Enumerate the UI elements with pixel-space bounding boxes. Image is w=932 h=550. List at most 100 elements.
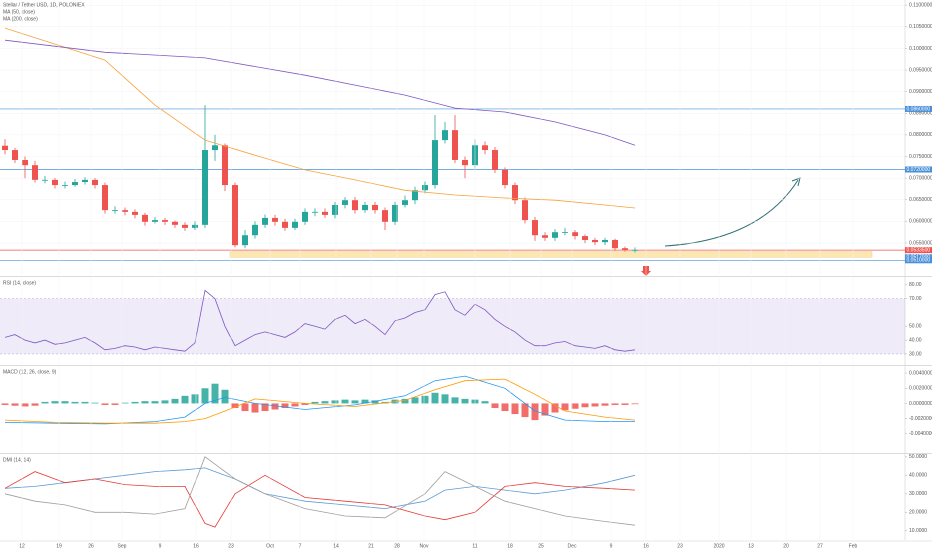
x-tick-label: 12	[19, 543, 25, 549]
candle-body	[172, 221, 178, 225]
candle-body	[302, 211, 308, 222]
histogram-bar	[121, 402, 129, 404]
x-tick-label: 16	[643, 543, 649, 549]
histogram-bar	[11, 403, 19, 406]
histogram-bar	[421, 395, 429, 404]
candle-body	[102, 185, 108, 211]
panel-title: RSI (14, close)	[3, 280, 36, 286]
candle-body	[282, 221, 288, 228]
candle-body	[112, 210, 118, 211]
candle-body	[22, 159, 28, 166]
candle-body	[552, 232, 558, 238]
candle-body	[562, 232, 568, 233]
x-tick-label: 21	[368, 543, 374, 549]
candle-body	[322, 211, 328, 215]
y-tick-label: 30.00	[909, 351, 922, 357]
candle-body	[572, 232, 578, 237]
candle-body	[402, 200, 408, 205]
x-tick-label: 23	[677, 543, 683, 549]
line-series	[4, 27, 636, 209]
histogram-bar	[231, 403, 239, 408]
histogram-bar	[631, 403, 639, 405]
candle-body	[242, 235, 248, 246]
histogram-bar	[181, 395, 189, 404]
level-price-box	[905, 105, 932, 112]
candle-body	[122, 210, 128, 212]
price-axis	[905, 0, 932, 550]
x-tick-label: 2020	[713, 543, 724, 549]
x-tick-label: 20	[783, 543, 789, 549]
histogram-bar	[541, 403, 549, 416]
candle-body	[312, 211, 318, 213]
candle-body	[462, 159, 468, 166]
candle-body	[152, 220, 158, 222]
candle-body	[382, 210, 388, 222]
candle-body	[182, 224, 188, 228]
histogram-bar	[531, 403, 539, 421]
x-tick-label: 26	[88, 543, 94, 549]
histogram-bar	[451, 397, 459, 404]
candle-body	[202, 150, 208, 225]
histogram-bar	[351, 400, 359, 404]
x-tick-label: 23	[228, 543, 234, 549]
x-tick-label: 13	[748, 543, 754, 549]
y-tick-label: 0.0600000	[909, 219, 932, 225]
y-tick-label: 0.0950000	[909, 67, 932, 73]
candle-body	[422, 185, 428, 191]
histogram-bar	[261, 403, 269, 412]
candle-body	[262, 217, 268, 225]
histogram-bar	[291, 403, 299, 407]
histogram-bar	[341, 399, 349, 404]
histogram-bar	[191, 394, 199, 404]
y-tick-label: 0.0000000	[909, 401, 932, 407]
candle-body	[392, 204, 398, 222]
level-price-box	[905, 247, 932, 254]
level-price-box	[905, 166, 932, 173]
level-price-label: 0.0510000	[907, 258, 931, 264]
y-tick-label: 50.00	[909, 324, 922, 330]
rsi-band	[0, 298, 905, 354]
y-tick-label: 0.0850000	[909, 111, 932, 117]
y-tick-label: 0.1050000	[909, 24, 932, 30]
y-tick-label: 0.0900000	[909, 89, 932, 95]
candle-body	[632, 249, 638, 251]
candle-body	[252, 224, 258, 236]
y-tick-label: 0.0800000	[909, 132, 932, 138]
y-tick-label: 0.0750000	[909, 154, 932, 160]
y-tick-label: 40.00	[909, 337, 922, 343]
candle-body	[542, 235, 548, 238]
histogram-bar	[251, 403, 259, 413]
histogram-bar	[111, 403, 119, 405]
legend-entry: MA (50, close)	[3, 9, 35, 15]
x-tick-label: 11	[472, 543, 477, 549]
candle-body	[82, 179, 88, 183]
candle-body	[162, 220, 168, 222]
candle-body	[12, 150, 18, 160]
candle-body	[332, 204, 338, 215]
x-tick-label: 9	[610, 543, 613, 549]
panel-title: Stellar / Tether USD, 1D, POLONIEX	[3, 2, 85, 8]
x-tick-label: 9	[159, 543, 162, 549]
x-tick-label: 14	[333, 543, 339, 549]
histogram-bar	[21, 403, 29, 407]
legend-entry: MA (200, close)	[3, 16, 38, 22]
histogram-bar	[161, 400, 169, 404]
histogram-bar	[221, 389, 229, 404]
level-price-label: 0.0533500	[907, 247, 931, 253]
histogram-bar	[501, 403, 509, 412]
y-tick-label: 0.0700000	[909, 175, 932, 181]
histogram-bar	[401, 398, 409, 404]
line-series	[4, 467, 636, 510]
x-tick-label: Feb	[849, 543, 858, 549]
histogram-bar	[61, 401, 69, 404]
histogram-bar	[51, 401, 59, 404]
histogram-bar	[301, 403, 309, 405]
y-tick-label: 30.0000	[909, 491, 927, 497]
histogram-bar	[91, 402, 99, 404]
candle-body	[222, 145, 228, 186]
x-tick-label: 25	[538, 543, 544, 549]
y-tick-label: 0.0020000	[909, 386, 932, 392]
candle-body	[612, 239, 618, 249]
candle-body	[142, 214, 148, 222]
